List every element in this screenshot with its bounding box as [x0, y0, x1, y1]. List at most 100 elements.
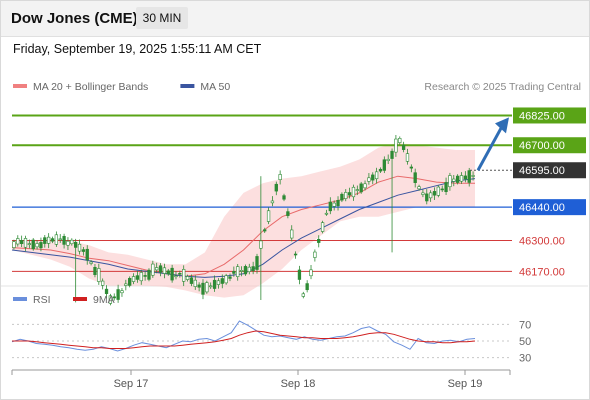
candle-body	[401, 144, 406, 150]
candle-body	[309, 269, 313, 277]
timeframe-button[interactable]: 30 MIN	[136, 7, 188, 29]
candle-body	[347, 192, 352, 196]
candle-body	[313, 251, 317, 258]
candle-body	[290, 229, 294, 239]
candle-body	[297, 269, 302, 280]
level-tag	[513, 137, 586, 154]
candle-body	[212, 279, 217, 289]
candle-body	[209, 285, 213, 288]
candle-body	[467, 170, 471, 183]
candle-body	[66, 240, 70, 246]
candle-body	[201, 282, 205, 295]
level-label: 46440.00	[519, 202, 565, 214]
instrument-title: Dow Jones (CME)	[11, 10, 138, 27]
candle-body	[158, 265, 163, 273]
candle-body	[317, 238, 321, 243]
candle-body	[182, 269, 186, 282]
candle-body	[19, 240, 24, 245]
candle-body	[374, 171, 379, 180]
candle-body	[409, 166, 413, 169]
candle-body	[128, 278, 132, 286]
ma20-line	[11, 175, 475, 277]
candle-body	[282, 195, 286, 200]
level-label: 46825.00	[519, 110, 565, 122]
candle-body	[85, 248, 89, 261]
level-label: 46300.00	[519, 235, 565, 247]
candle-body	[104, 288, 109, 294]
legend-swatch	[13, 84, 27, 88]
level-tag	[513, 199, 586, 216]
candle-body	[413, 172, 417, 183]
candle-body	[47, 236, 51, 244]
candle-body	[324, 212, 329, 215]
candle-body	[155, 267, 159, 271]
candle-body	[320, 222, 325, 232]
candle-body	[58, 238, 62, 241]
candle-body	[266, 210, 271, 222]
candle-body	[378, 168, 383, 172]
forecast-arrow-line	[476, 125, 504, 171]
legend-label: MA 20 + Bollinger Bands	[33, 81, 148, 93]
time-axis-label: Sep 17	[114, 378, 149, 390]
candle-body	[286, 211, 290, 216]
candle-body	[363, 183, 367, 189]
candle-body	[270, 200, 275, 204]
level-tag	[513, 162, 586, 179]
candle-body	[205, 282, 209, 293]
level-label: 46700.00	[519, 140, 565, 152]
candle-body	[340, 193, 344, 201]
rsi-legend-label: RSI	[33, 294, 51, 306]
candle-body	[428, 192, 433, 199]
candle-body	[178, 273, 182, 275]
rsi-legend-label: 9MA	[93, 294, 115, 306]
candle-body	[197, 284, 201, 288]
level-label: 46170.00	[519, 266, 565, 278]
candle-body	[390, 150, 394, 159]
candle-body	[16, 238, 20, 245]
candle-body	[162, 267, 167, 274]
candle-body	[43, 237, 47, 244]
rsi-line	[11, 320, 476, 352]
candle-body	[31, 239, 35, 250]
candle-body	[440, 188, 444, 191]
candle-body	[50, 238, 55, 242]
candle-body	[112, 296, 116, 299]
candle-body	[405, 153, 410, 162]
candle-body	[274, 183, 278, 192]
candle-body	[81, 249, 86, 252]
candle-body	[239, 270, 244, 272]
candle-body	[351, 186, 356, 198]
candle-body	[386, 158, 390, 161]
candle-body	[432, 191, 437, 196]
candle-body	[174, 275, 178, 278]
candle-body	[336, 200, 340, 207]
candle-body	[193, 279, 197, 287]
candle-body	[27, 243, 32, 245]
candle-body	[243, 266, 248, 275]
candle-body	[301, 293, 305, 297]
candle-body	[220, 278, 224, 284]
chart-header: Dow Jones (CME) 30 MIN	[0, 0, 590, 37]
candle-body	[425, 193, 429, 202]
candle-body	[89, 261, 93, 264]
candle-body	[93, 266, 97, 275]
candle-body	[328, 201, 332, 212]
rsi-tick-label: 50	[519, 336, 531, 348]
candle-body	[398, 138, 402, 143]
watermark: Research © 2025 Trading Central	[424, 81, 581, 93]
candle-body	[344, 192, 348, 199]
candle-body	[367, 177, 371, 182]
candle-body	[236, 266, 240, 277]
candle-body	[54, 234, 59, 245]
candle-body	[139, 272, 143, 282]
candle-body	[108, 295, 113, 304]
candle-body	[147, 269, 151, 280]
candle-body	[70, 239, 74, 245]
time-axis-label: Sep 18	[281, 378, 316, 390]
candles-group	[12, 134, 475, 306]
candle-body	[251, 266, 255, 272]
candle-body	[278, 174, 282, 180]
forecast-arrow-head	[495, 117, 509, 134]
candle-body	[293, 253, 298, 256]
